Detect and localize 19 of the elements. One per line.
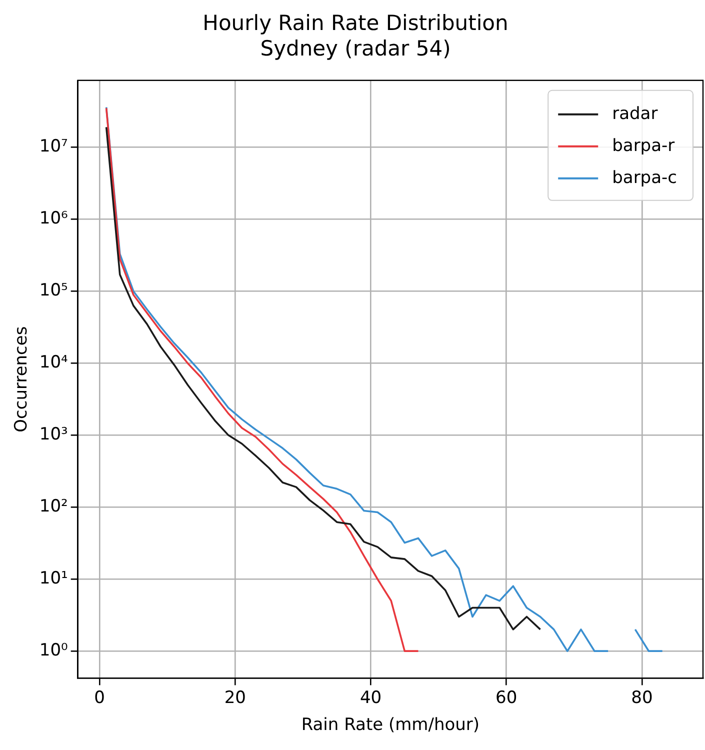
legend-label: barpa-c bbox=[612, 168, 678, 188]
legend-label: barpa-r bbox=[612, 136, 675, 156]
y-axis-title: Occurrences bbox=[12, 326, 32, 432]
y-tick-label: 10¹ bbox=[39, 568, 68, 589]
y-tick-label: 10⁶ bbox=[39, 208, 68, 229]
y-tick-label: 10³ bbox=[39, 424, 68, 445]
x-tick-label: 0 bbox=[94, 688, 105, 708]
chart-title: Hourly Rain Rate Distribution Sydney (radar 54) bbox=[202, 11, 508, 60]
y-tick-label: 10⁵ bbox=[39, 280, 68, 301]
y-tick-label: 10⁷ bbox=[39, 136, 68, 157]
y-tick-label: 10⁰ bbox=[39, 640, 68, 661]
y-tick-label: 10² bbox=[39, 496, 68, 517]
x-tick-label: 60 bbox=[496, 688, 518, 708]
legend-label: radar bbox=[612, 104, 658, 124]
y-tick-label: 10⁴ bbox=[39, 352, 68, 373]
x-tick-label: 80 bbox=[631, 688, 653, 708]
x-axis-title: Rain Rate (mm/hour) bbox=[301, 715, 480, 736]
x-tick-label: 40 bbox=[360, 688, 382, 708]
x-tick-label: 20 bbox=[224, 688, 246, 708]
